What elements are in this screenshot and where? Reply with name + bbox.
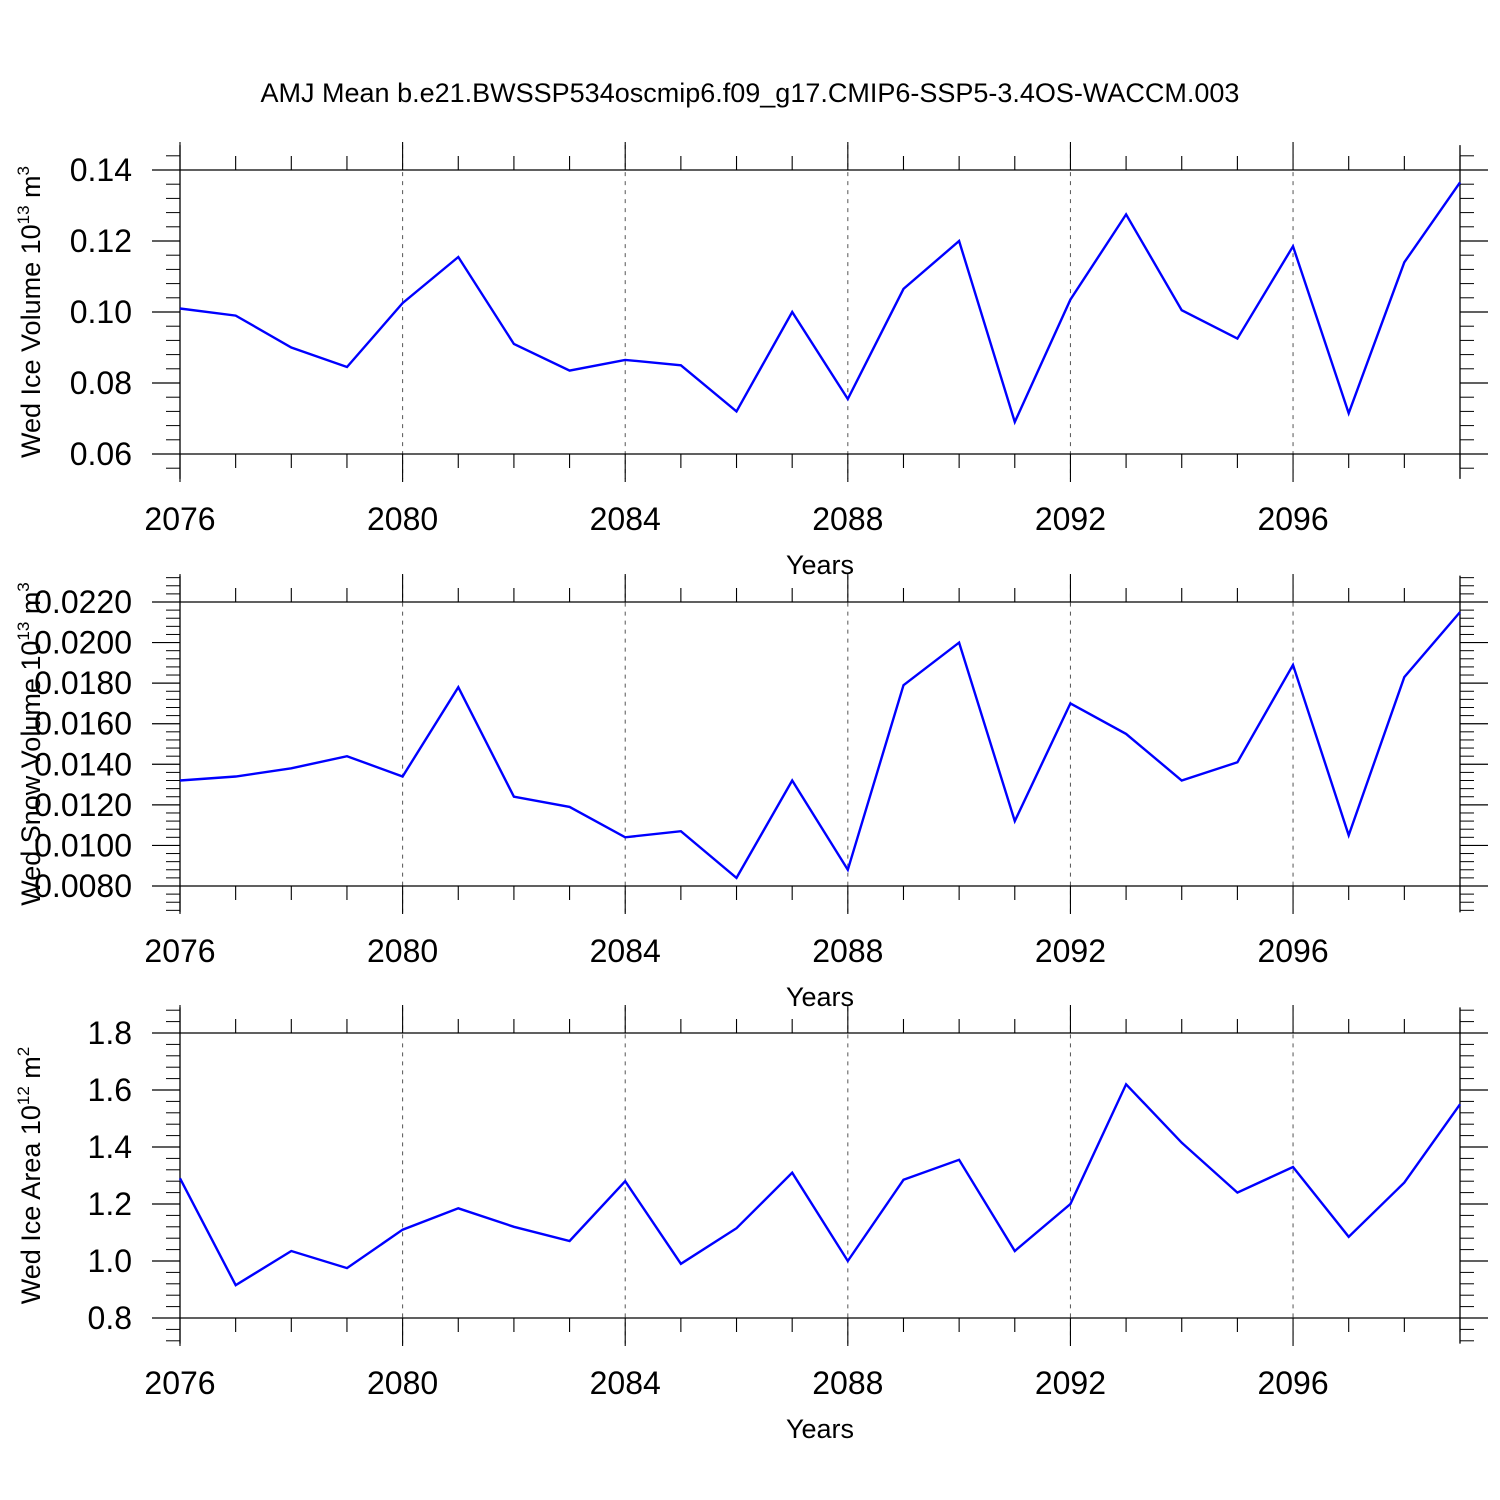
y-tick-label: 0.10	[70, 294, 132, 330]
x-tick-label: 2080	[367, 1365, 438, 1401]
y-tick-label: 0.0180	[34, 665, 132, 701]
x-tick-label: 2088	[812, 933, 883, 969]
y-tick-label: 0.0220	[34, 584, 132, 620]
x-tick-label: 2096	[1257, 501, 1328, 537]
x-tick-label: 2076	[144, 501, 215, 537]
x-tick-label: 2080	[367, 933, 438, 969]
y-tick-label: 0.08	[70, 365, 132, 401]
y-tick-label: 0.12	[70, 223, 132, 259]
x-tick-label: 2084	[590, 933, 661, 969]
x-tick-label: 2076	[144, 1365, 215, 1401]
y-tick-label: 1.6	[88, 1072, 132, 1108]
y-tick-label: 1.0	[88, 1243, 132, 1279]
x-tick-label: 2076	[144, 933, 215, 969]
x-tick-label: 2088	[812, 1365, 883, 1401]
panel-ice-volume: 0.06 0.08 0.10 0.12 0.14 2076 2080 2084 2088 2092…	[14, 142, 1488, 580]
y-tick-label: 0.0200	[34, 625, 132, 661]
y-tick-label: 1.8	[88, 1015, 132, 1051]
panel-ice-area: 0.8 1.0 1.2 1.4 1.6 1.8 2076 2080 2084 2088 2092 20…	[14, 1005, 1488, 1444]
x-axis-title: Years	[786, 982, 854, 1012]
x-axis-title: Years	[786, 550, 854, 580]
x-tick-label: 2096	[1257, 933, 1328, 969]
x-tick-label: 2088	[812, 501, 883, 537]
y-tick-label: 0.0120	[34, 787, 132, 823]
x-tick-label: 2084	[590, 501, 661, 537]
y-axis-title: Wed Snow Volume 1013 m3	[14, 582, 46, 906]
panel-snow-volume: 0.0080 0.0100 0.0120 0.0140 0.0160 0.0180 0.02…	[14, 574, 1488, 1012]
y-tick-label: 1.4	[88, 1129, 132, 1165]
x-tick-label: 2096	[1257, 1365, 1328, 1401]
x-tick-label: 2092	[1035, 933, 1106, 969]
y-tick-label: 0.0140	[34, 746, 132, 782]
y-tick-label: 0.0080	[34, 868, 132, 904]
y-tick-label: 0.0100	[34, 827, 132, 863]
figure-title: AMJ Mean b.e21.BWSSP534oscmip6.f09_g17.C…	[260, 78, 1240, 108]
y-tick-label: 0.8	[88, 1300, 132, 1336]
x-tick-label: 2080	[367, 501, 438, 537]
x-tick-label: 2092	[1035, 501, 1106, 537]
y-axis-title: Wed Ice Volume 1013 m3	[14, 166, 46, 458]
y-tick-label: 0.06	[70, 436, 132, 472]
series-line	[179, 611, 1461, 880]
series-line	[179, 181, 1461, 426]
x-axis-title: Years	[786, 1414, 854, 1444]
y-tick-label: 0.14	[70, 152, 132, 188]
y-tick-label: 0.0160	[34, 706, 132, 742]
series-line	[178, 1082, 1461, 1287]
y-axis-title: Wed Ice Area 1012 m2	[14, 1047, 46, 1305]
y-tick-label: 1.2	[88, 1186, 132, 1222]
x-tick-label: 2092	[1035, 1365, 1106, 1401]
x-tick-label: 2084	[590, 1365, 661, 1401]
